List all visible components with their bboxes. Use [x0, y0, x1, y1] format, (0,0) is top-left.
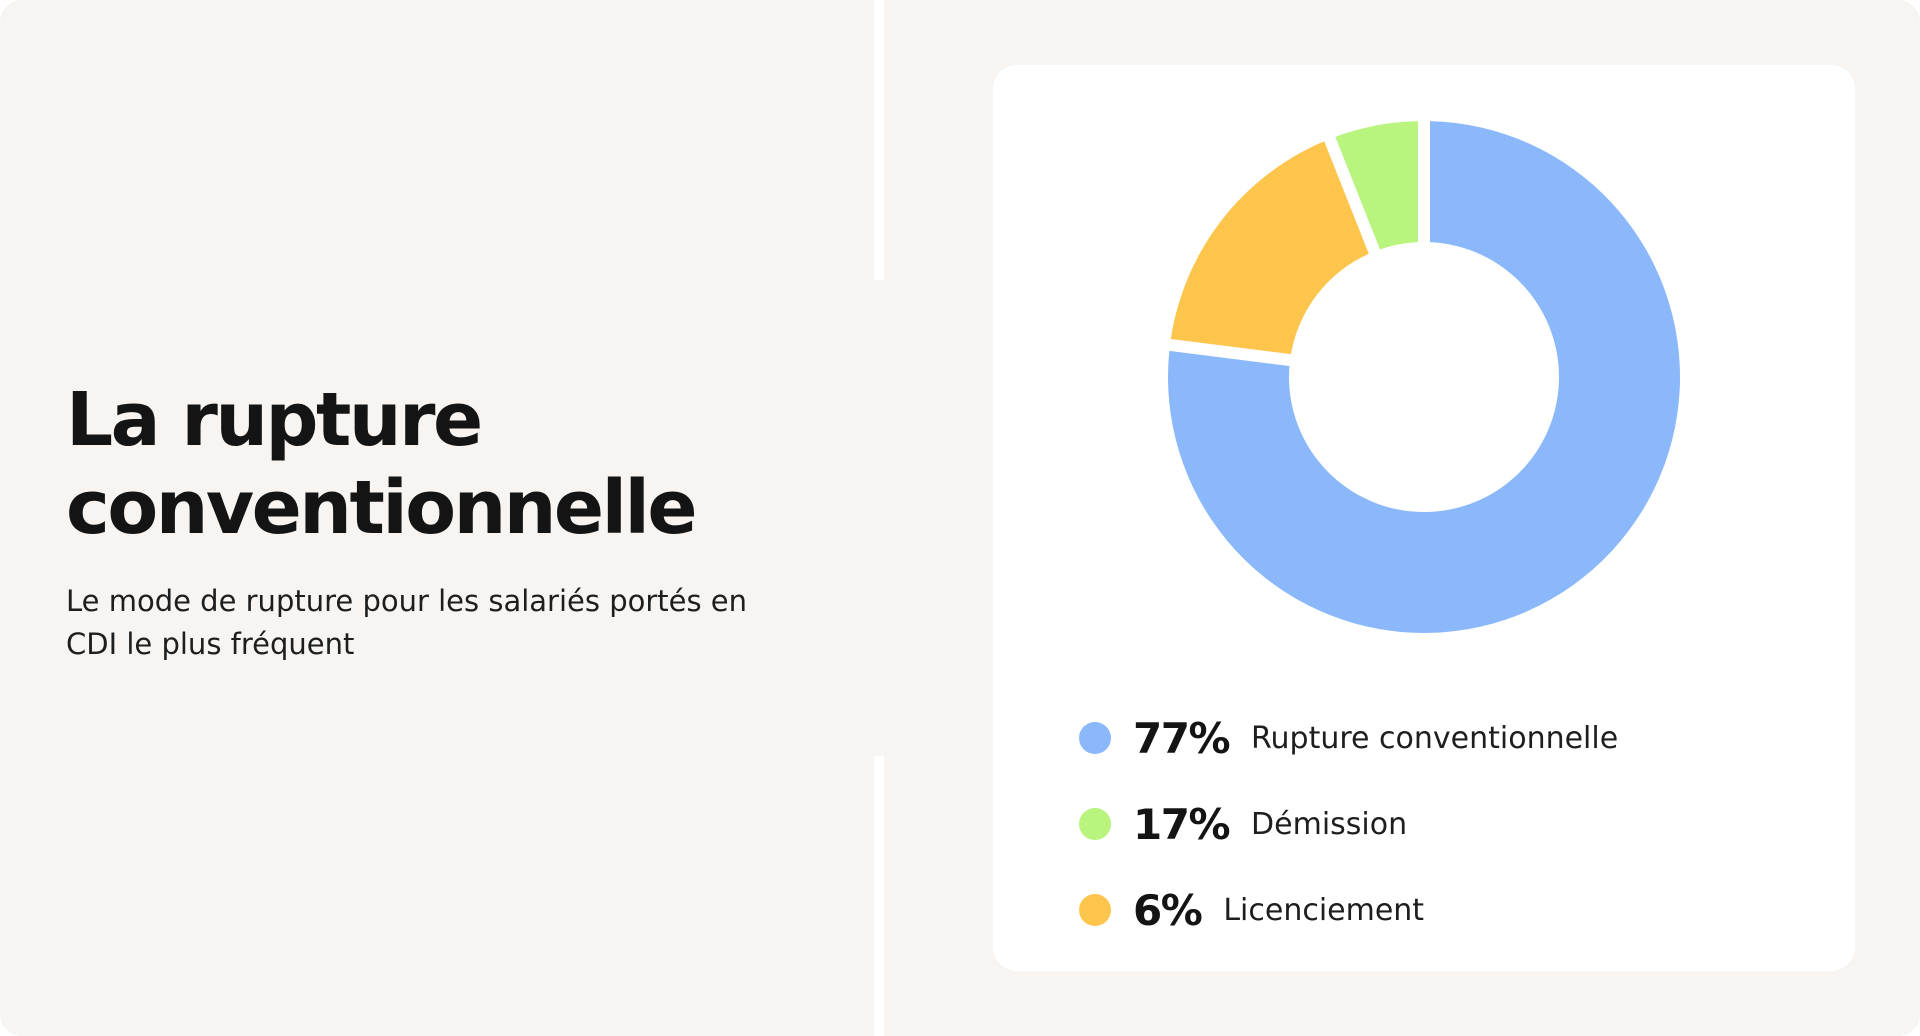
chart-legend: 77% Rupture conventionnelle 17% Démissio… — [1079, 695, 1618, 953]
donut-slice-rupture-conventionnelle — [1168, 121, 1680, 633]
legend-dot-rupture-conventionnelle — [1079, 722, 1111, 754]
legend-value: 77% — [1133, 713, 1231, 763]
title-line-1: La rupture — [66, 377, 483, 463]
donut-slice-demission — [1335, 121, 1419, 250]
divider-middle — [874, 280, 884, 756]
legend-value: 17% — [1133, 799, 1231, 849]
legend-label: Licenciement — [1223, 892, 1425, 928]
donut-slice-licenciement — [1170, 141, 1369, 355]
page-title: La rupture conventionnelle — [66, 376, 826, 552]
legend-dot-demission — [1079, 808, 1111, 840]
legend-value: 6% — [1133, 885, 1203, 935]
page-subtitle: Le mode de rupture pour les salariés por… — [66, 584, 748, 661]
legend-dot-licenciement — [1079, 894, 1111, 926]
legend-label: Rupture conventionnelle — [1251, 720, 1619, 756]
legend-item-demission: 17% Démission — [1079, 781, 1618, 867]
legend-item-licenciement: 6% Licenciement — [1079, 867, 1618, 953]
legend-item-rupture-conventionnelle: 77% Rupture conventionnelle — [1079, 695, 1618, 781]
divider-bottom — [874, 756, 884, 1036]
title-line-2: conventionnelle — [66, 465, 698, 551]
chart-card: 77% Rupture conventionnelle 17% Démissio… — [993, 65, 1855, 971]
left-panel — [0, 0, 874, 1036]
donut-chart — [1168, 121, 1680, 633]
legend-label: Démission — [1251, 806, 1408, 842]
text-block: La rupture conventionnelle Le mode de ru… — [66, 376, 826, 666]
divider-top — [874, 0, 884, 280]
